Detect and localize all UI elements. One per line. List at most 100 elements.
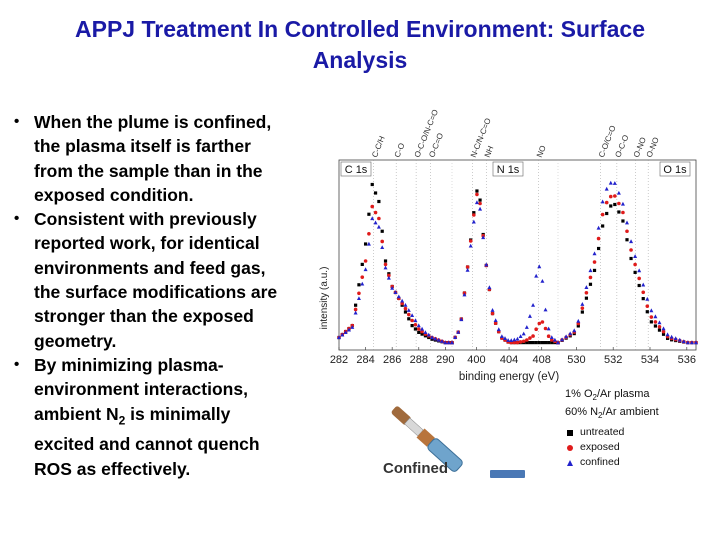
slide-title: APPJ Treatment In Controlled Environment… [0, 14, 720, 76]
peak-label: C-O [393, 142, 407, 159]
confinement-tube [427, 438, 463, 472]
marker-confined [380, 245, 385, 249]
marker-untreated [413, 327, 418, 331]
marker-exposed [592, 260, 597, 264]
marker-confined [490, 308, 495, 312]
bullet-line: from the sample than in the [34, 160, 263, 181]
jet-nozzle [391, 406, 411, 425]
marker-confined [677, 337, 682, 342]
marker-untreated [475, 189, 479, 193]
marker-confined [478, 206, 483, 211]
marker-untreated [547, 341, 551, 345]
legend-entry-confined: confined [580, 456, 620, 468]
marker-confined [353, 310, 358, 315]
tick-labels: 282 284 286 288 290 400 404 408 530 532 534 536 [330, 347, 696, 366]
marker-confined [416, 323, 421, 328]
text-run: is minimally [125, 403, 231, 424]
tick-label: 536 [678, 354, 696, 366]
marker-confined [420, 326, 425, 331]
marker-untreated [609, 204, 613, 208]
x-axis-label: binding energy (eV) [459, 371, 560, 383]
marker-untreated [621, 219, 625, 223]
marker-untreated [649, 320, 653, 324]
bullet-line: reported work, for identical [34, 233, 260, 254]
marker-confined [346, 327, 351, 332]
marker-untreated [531, 341, 535, 345]
marker-confined [370, 216, 375, 221]
marker-confined [386, 275, 391, 280]
marker-untreated [645, 310, 649, 314]
marker-confined [527, 314, 532, 318]
bullet-item: When the plume is confined, the plasma i… [10, 110, 322, 207]
subscript: 2 [598, 411, 603, 421]
bullet-line: environments and feed gas, [34, 257, 266, 278]
bullet-line: ambient N2 is minimally [34, 402, 322, 433]
marker-confined [393, 290, 398, 295]
bullet-line: By minimizing plasma- [34, 354, 224, 375]
tick-label: 400 [467, 354, 485, 366]
panel-label: O 1s [663, 164, 687, 176]
marker-untreated [420, 332, 424, 336]
marker-exposed [400, 301, 404, 306]
marker-confined [518, 334, 523, 338]
marker-exposed [465, 265, 470, 269]
marker-untreated [637, 283, 641, 288]
marker-exposed [410, 318, 414, 323]
xps-figure: intensity (a.u.) binding energy (eV) C-C… [319, 108, 698, 383]
legend-ambient-label: 60% N2/Ar ambient [565, 406, 659, 420]
marker-confined [657, 320, 662, 325]
marker-exposed [518, 340, 523, 344]
marker-confined [487, 285, 492, 290]
marker-confined [406, 308, 411, 312]
marker-confined [685, 340, 690, 345]
bullet-line: exposed condition. [34, 184, 194, 205]
marker-confined [446, 340, 451, 345]
bullet-line: environment interactions, [34, 379, 248, 400]
marker-confined [503, 336, 507, 340]
marker-confined [468, 243, 473, 248]
marker-confined [608, 180, 613, 185]
marker-confined [493, 318, 498, 322]
marker-confined [506, 338, 511, 342]
marker-exposed [472, 213, 476, 217]
text-run: /Ar plasma [596, 388, 650, 400]
marker-untreated [410, 324, 414, 328]
marker-confined [549, 335, 554, 339]
marker-confined [430, 335, 435, 340]
marker-confined [433, 336, 438, 341]
legend-entry-exposed: exposed [580, 441, 620, 453]
marker-confined [669, 334, 674, 339]
marker-confined [413, 318, 418, 323]
marker-confined [423, 330, 428, 334]
marker-exposed [383, 262, 388, 267]
marker-confined [637, 268, 642, 273]
marker-confined [689, 340, 694, 345]
bullet-line: Consistent with previously [34, 209, 257, 230]
bullet-item: Consistent with previously reported work… [10, 207, 322, 353]
marker-untreated [661, 332, 666, 336]
marker-untreated [380, 229, 384, 233]
tick-label: 290 [436, 354, 454, 366]
marker-untreated [537, 341, 541, 345]
marker-untreated [472, 211, 476, 215]
marker-confined [512, 337, 517, 342]
marker-confined [694, 340, 698, 345]
peak-label: NO [535, 144, 548, 158]
jet-collar [416, 428, 435, 447]
marker-confined [515, 336, 520, 341]
marker-confined [600, 199, 605, 204]
marker-exposed [546, 334, 551, 338]
marker-confined [612, 181, 617, 185]
confined-label: Confined [383, 460, 448, 477]
marker-confined [456, 330, 461, 334]
marker-confined [537, 264, 542, 269]
marker-exposed [521, 339, 526, 344]
marker-untreated [383, 259, 388, 263]
marker-untreated [373, 191, 378, 195]
marker-exposed [357, 291, 361, 296]
marker-untreated [543, 341, 548, 345]
marker-confined [649, 308, 654, 313]
bullet-item: By minimizing plasma- environment intera… [10, 353, 322, 481]
marker-confined [356, 296, 361, 300]
marker-exposed [584, 290, 589, 295]
